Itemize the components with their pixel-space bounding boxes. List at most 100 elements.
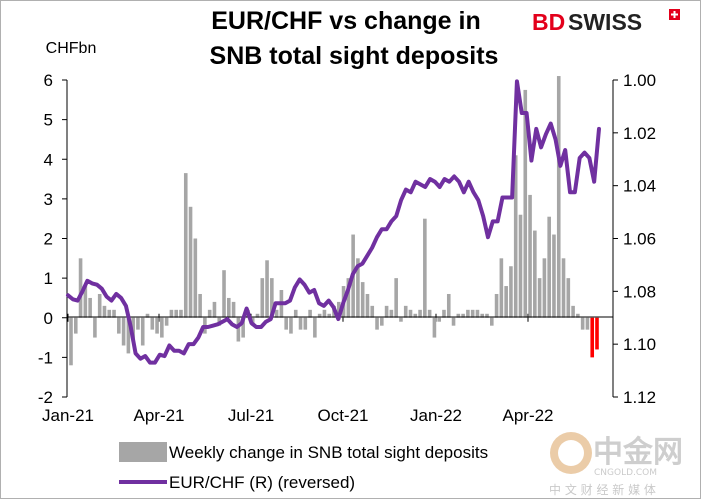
x-tick-label: Jul-21	[228, 406, 274, 425]
weekly-change-bar	[136, 317, 140, 330]
weekly-change-bar	[78, 258, 83, 318]
weekly-change-bar	[384, 305, 389, 318]
weekly-change-bar	[107, 309, 112, 318]
x-tick-label: Oct-21	[317, 406, 368, 425]
right-tick-label: 1.10	[623, 335, 656, 354]
weekly-change-bar	[552, 234, 556, 318]
left-tick-label: 0	[44, 309, 53, 328]
weekly-change-bar	[480, 313, 485, 318]
x-tick-label: Jan-22	[410, 406, 462, 425]
right-tick-label: 1.04	[623, 177, 656, 196]
weekly-change-bar	[590, 317, 595, 358]
weekly-change-bar	[576, 313, 580, 318]
weekly-change-bar	[504, 286, 508, 318]
legend-bar-swatch	[119, 442, 167, 462]
weekly-change-bar	[308, 309, 312, 318]
chart-title-line-2: SNB total sight deposits	[210, 42, 499, 70]
weekly-change-bar	[413, 313, 418, 318]
weekly-change-bar	[227, 297, 231, 318]
weekly-change-bar	[365, 293, 370, 318]
weekly-change-bar	[466, 309, 470, 318]
weekly-change-bar	[585, 317, 590, 330]
weekly-change-bar	[356, 258, 360, 318]
weekly-change-bar	[561, 258, 566, 318]
weekly-change-bar	[533, 230, 537, 318]
left-axis-unit: CHFbn	[46, 40, 97, 57]
weekly-change-bar	[461, 313, 465, 318]
weekly-change-bar	[298, 317, 303, 330]
weekly-change-bar	[207, 309, 212, 318]
right-tick-label: 1.02	[623, 124, 656, 143]
weekly-change-bar	[523, 89, 528, 318]
weekly-change-bar	[375, 317, 379, 330]
weekly-change-bar	[446, 293, 451, 318]
left-axis-ticks: -2 -1 0 1 2 3 4 5 6	[38, 71, 67, 407]
weekly-change-bar	[174, 309, 178, 318]
weekly-change-bar	[93, 317, 97, 338]
weekly-change-bar	[403, 305, 408, 318]
weekly-change-bar	[188, 206, 193, 318]
weekly-change-bar	[456, 313, 461, 318]
weekly-change-bar	[399, 317, 403, 322]
weekly-change-bar	[293, 309, 298, 318]
left-tick-label: -2	[38, 388, 53, 407]
eurchf-line	[66, 79, 601, 365]
left-tick-label: 4	[44, 150, 53, 169]
left-tick-label: 3	[44, 190, 53, 209]
x-tick-label: Jan-21	[42, 406, 94, 425]
weekly-change-bar	[102, 305, 107, 318]
weekly-change-bar	[313, 317, 317, 338]
weekly-change-bar	[97, 293, 102, 318]
weekly-change-bar	[274, 309, 279, 318]
weekly-change-bar	[193, 238, 198, 318]
weekly-change-bar	[327, 313, 332, 318]
legend-line-label: EUR/CHF (R) (reversed)	[169, 473, 355, 492]
weekly-change-bar	[336, 301, 341, 318]
right-tick-label: 1.00	[623, 71, 656, 90]
legend: Weekly change in SNB total sight deposit…	[119, 442, 488, 492]
weekly-change-bar	[241, 317, 245, 338]
right-tick-label: 1.06	[623, 230, 656, 249]
weekly-change-bar	[183, 173, 188, 318]
weekly-change-bar	[169, 309, 174, 318]
weekly-change-bar	[265, 260, 269, 318]
weekly-change-bar	[418, 309, 422, 318]
weekly-change-bar	[537, 278, 542, 318]
weekly-change-bar	[451, 317, 456, 326]
weekly-change-bar	[222, 270, 226, 318]
weekly-change-bar	[150, 317, 155, 330]
weekly-change-bar	[380, 317, 384, 326]
left-tick-label: -1	[38, 348, 53, 367]
weekly-change-bar	[179, 309, 183, 318]
weekly-change-bar	[490, 317, 494, 326]
weekly-change-bar	[164, 317, 169, 326]
weekly-change-bar	[499, 258, 504, 318]
weekly-change-bar	[69, 317, 73, 366]
x-tick-label: Apr-21	[133, 406, 184, 425]
weekly-change-bar	[437, 317, 441, 322]
right-tick-label: 1.08	[623, 282, 656, 301]
bar-series	[69, 76, 599, 366]
weekly-change-bar	[389, 309, 394, 318]
weekly-change-bar	[198, 293, 202, 318]
weekly-change-bar	[509, 266, 513, 318]
brand-prefix: BD	[532, 9, 565, 35]
weekly-change-bar	[370, 305, 375, 318]
weekly-change-bar	[260, 278, 265, 318]
weekly-change-bar	[160, 317, 164, 338]
weekly-change-bar	[518, 214, 523, 318]
weekly-change-bar	[571, 305, 575, 318]
left-tick-label: 1	[44, 269, 53, 288]
weekly-change-bar	[485, 313, 489, 318]
weekly-change-bar	[470, 309, 475, 318]
weekly-change-bar	[595, 317, 599, 350]
weekly-change-bar	[513, 155, 518, 318]
left-tick-label: 6	[44, 71, 53, 90]
weekly-change-bar	[289, 317, 293, 334]
weekly-change-bar	[542, 258, 547, 318]
left-tick-label: 5	[44, 111, 53, 130]
right-tick-label: 1.12	[623, 388, 656, 407]
weekly-change-bar	[442, 309, 446, 318]
weekly-change-bar	[494, 293, 499, 318]
